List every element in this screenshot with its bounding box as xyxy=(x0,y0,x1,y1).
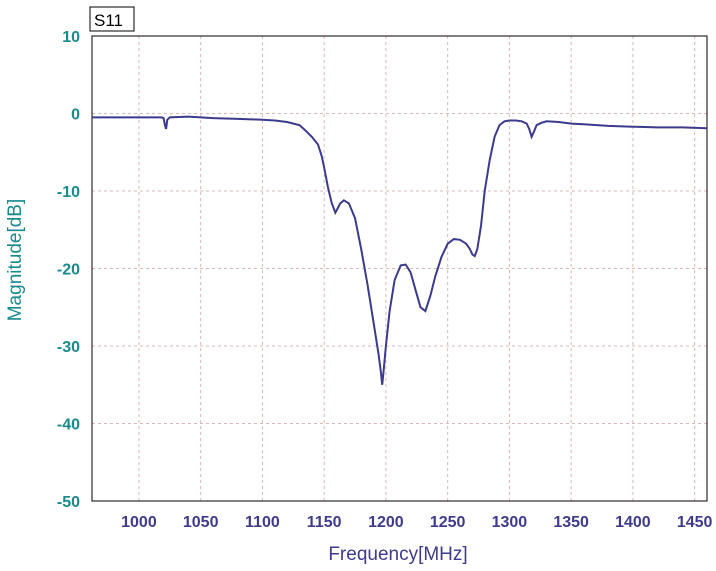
x-tick-label: 1100 xyxy=(245,514,280,531)
x-tick-label: 1400 xyxy=(615,514,651,531)
y-tick-label: 0 xyxy=(71,107,80,124)
y-tick-label: -10 xyxy=(57,184,80,201)
plot-area-frame xyxy=(91,35,708,502)
chart-title: S11 xyxy=(94,11,123,30)
s11-trace-line xyxy=(92,115,708,385)
x-tick-label: 1250 xyxy=(430,514,466,531)
y-axis-ticks: 10 0 -10 -20 -30 -40 -50 xyxy=(57,29,80,511)
y-tick-label: -20 xyxy=(57,262,80,279)
x-tick-label: 1450 xyxy=(677,514,713,531)
x-tick-label: 1150 xyxy=(307,514,342,531)
y-axis-label: Magnitude[dB] xyxy=(5,199,26,322)
y-tick-label: 10 xyxy=(62,29,80,46)
x-tick-label: 1050 xyxy=(183,514,219,531)
x-tick-label: 1300 xyxy=(492,514,528,531)
x-axis-ticks: 1000 1050 1100 1150 1200 1250 1300 1350 1400 1450 xyxy=(121,514,712,531)
x-axis-label: Frequency[MHz] xyxy=(328,544,467,565)
x-tick-label: 1350 xyxy=(553,514,589,531)
x-tick-label: 1000 xyxy=(121,514,157,531)
y-tick-label: -50 xyxy=(57,494,80,511)
y-tick-label: -40 xyxy=(57,417,80,434)
title-box: S11 xyxy=(89,6,135,32)
x-tick-label: 1200 xyxy=(368,514,404,531)
y-tick-label: -30 xyxy=(57,339,80,356)
